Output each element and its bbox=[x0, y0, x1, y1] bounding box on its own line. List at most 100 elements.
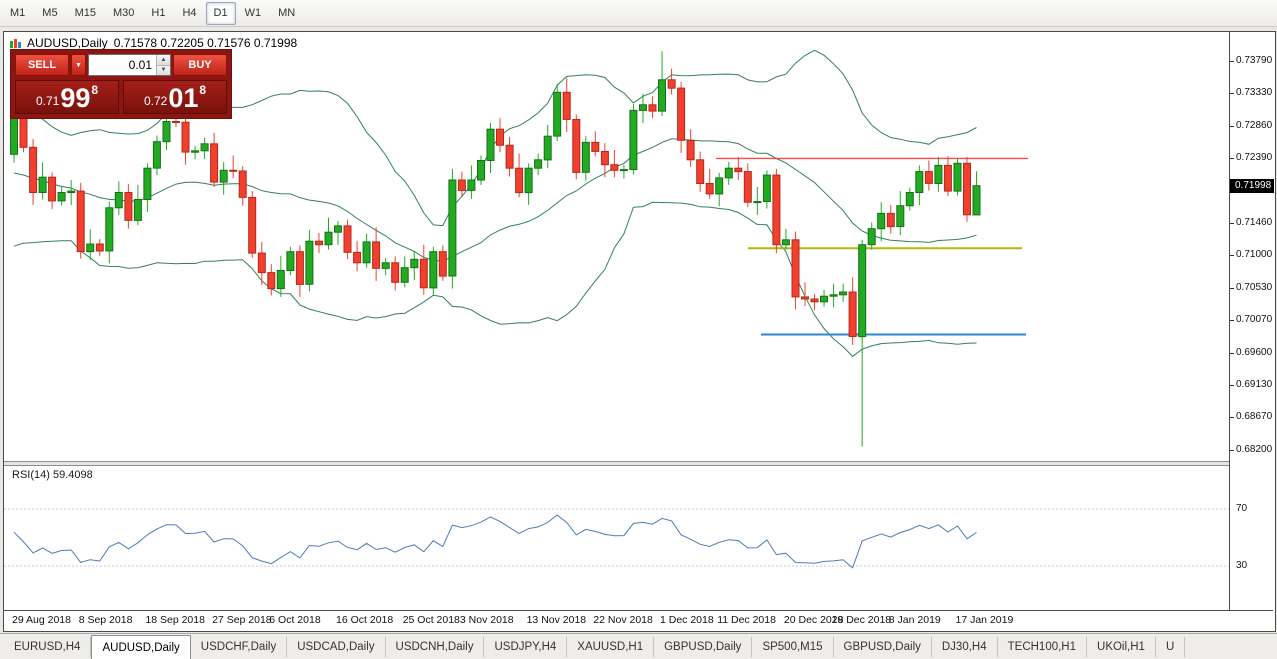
candle bbox=[772, 174, 781, 246]
candle bbox=[896, 205, 905, 228]
candle bbox=[781, 239, 790, 246]
timeframe-toolbar: M1 M5 M15 M30 H1 H4 D1 W1 MN bbox=[0, 0, 1277, 27]
volume-increase-button[interactable]: ▲ bbox=[157, 55, 170, 66]
chart-tab-usdcad-daily[interactable]: USDCAD,Daily bbox=[287, 637, 386, 657]
bollinger-middle-band bbox=[13, 138, 977, 262]
chart-tab-usdjpy-h4[interactable]: USDJPY,H4 bbox=[484, 637, 568, 657]
price-tick-label: 0.72860 bbox=[1236, 119, 1273, 131]
chart-tab-eurusd-h4[interactable]: EURUSD,H4 bbox=[4, 637, 92, 657]
candle bbox=[467, 179, 476, 191]
candle bbox=[353, 251, 362, 264]
timeframe-button-m1[interactable]: M1 bbox=[10, 7, 26, 19]
price-tick-mark bbox=[1230, 319, 1234, 321]
date-label: 25 Oct 2018 bbox=[402, 614, 460, 626]
chart-tab-dj30-h4[interactable]: DJ30,H4 bbox=[932, 637, 998, 657]
candle bbox=[67, 190, 76, 194]
sell-button[interactable]: SELL bbox=[15, 54, 69, 76]
candle bbox=[696, 159, 705, 185]
bid-price-pips: 99 bbox=[60, 83, 91, 113]
candle bbox=[734, 167, 743, 173]
ask-price-major: 0.72 bbox=[143, 94, 168, 108]
buy-button[interactable]: BUY bbox=[173, 54, 227, 76]
chart-tab-xauusd-h1[interactable]: XAUUSD,H1 bbox=[567, 637, 655, 657]
price-tick-mark bbox=[1230, 417, 1234, 419]
price-tick-label: 0.68200 bbox=[1236, 444, 1273, 455]
chart-tab-usdchf-daily[interactable]: USDCHF,Daily bbox=[191, 637, 288, 657]
timeframe-button-mn[interactable]: MN bbox=[278, 7, 296, 19]
candle bbox=[76, 190, 85, 253]
candle bbox=[658, 79, 666, 112]
candle bbox=[438, 251, 447, 277]
rsi-indicator-svg bbox=[4, 508, 1229, 569]
candle bbox=[801, 296, 809, 300]
timeframe-button-w1[interactable]: W1 bbox=[244, 7, 262, 19]
timeframe-button-m15[interactable]: M15 bbox=[74, 7, 96, 19]
sell-price-display[interactable]: 0.71 99 8 bbox=[15, 80, 119, 114]
candle bbox=[505, 144, 514, 169]
candle bbox=[324, 231, 333, 246]
chart-tab-usdcnh-daily[interactable]: USDCNH,Daily bbox=[386, 637, 485, 657]
candle bbox=[591, 141, 600, 152]
candle bbox=[86, 243, 95, 253]
candle bbox=[48, 176, 57, 202]
candle bbox=[953, 162, 962, 192]
candle bbox=[114, 192, 123, 209]
chart-tab-sp500-m15[interactable]: SP500,M15 bbox=[752, 637, 834, 657]
price-tick-mark bbox=[1230, 352, 1234, 354]
price-tick-mark bbox=[1230, 61, 1234, 62]
candle bbox=[562, 91, 571, 120]
volume-decrease-button[interactable]: ▼ bbox=[157, 65, 170, 75]
candle bbox=[486, 128, 495, 161]
chart-tab-gbpusd-daily[interactable]: GBPUSD,Daily bbox=[654, 637, 753, 657]
buy-price-display[interactable]: 0.72 01 8 bbox=[123, 80, 227, 114]
candle bbox=[276, 270, 285, 290]
timeframe-button-h4[interactable]: H4 bbox=[182, 7, 197, 19]
candle bbox=[715, 177, 724, 195]
candle bbox=[229, 169, 238, 172]
candle bbox=[829, 294, 838, 297]
rsi-level-label: 70 bbox=[1236, 502, 1248, 514]
timeframe-button-h1[interactable]: H1 bbox=[151, 7, 166, 19]
price-tick-mark bbox=[1230, 158, 1234, 160]
timeframe-button-m30[interactable]: M30 bbox=[112, 7, 135, 19]
candle bbox=[543, 135, 552, 161]
candle bbox=[848, 291, 857, 337]
volume-dropdown-button[interactable]: ▼ bbox=[71, 54, 86, 76]
candle bbox=[315, 240, 323, 246]
price-tick-label: 0.70070 bbox=[1236, 313, 1273, 325]
chart-tab-ukoil-h1[interactable]: UKOil,H1 bbox=[1087, 637, 1156, 657]
candle bbox=[372, 241, 381, 269]
candle bbox=[10, 115, 18, 155]
date-label: 29 Aug 2018 bbox=[12, 614, 71, 626]
chart-tab-gbpusd-daily[interactable]: GBPUSD,Daily bbox=[834, 637, 932, 657]
volume-value[interactable]: 0.01 bbox=[128, 58, 152, 72]
chart-tab-audusd-daily[interactable]: AUDUSD,Daily bbox=[91, 635, 191, 659]
pane-splitter[interactable] bbox=[4, 461, 1273, 466]
chart-tab-u[interactable]: U bbox=[1156, 637, 1186, 657]
current-price-tag: 0.71998 bbox=[1230, 178, 1274, 193]
date-label: 29 Dec 2018 bbox=[831, 614, 892, 626]
candle bbox=[210, 143, 219, 183]
chart-tab-tech100-h1[interactable]: TECH100,H1 bbox=[998, 637, 1088, 657]
rsi-line bbox=[13, 514, 977, 569]
price-tick-label: 0.72390 bbox=[1236, 152, 1273, 164]
candle bbox=[686, 139, 695, 161]
candle bbox=[600, 151, 609, 166]
timeframe-button-d1[interactable]: D1 bbox=[205, 1, 236, 25]
candle bbox=[457, 179, 466, 191]
volume-field[interactable]: 0.01 ▲ ▼ bbox=[88, 54, 171, 76]
timeframe-button-m5[interactable]: M5 bbox=[42, 7, 58, 19]
candle bbox=[629, 109, 638, 171]
candle bbox=[553, 91, 562, 137]
date-label: 8 Sep 2018 bbox=[78, 614, 133, 626]
candle bbox=[334, 225, 342, 233]
candle bbox=[820, 295, 828, 303]
candle bbox=[124, 192, 133, 221]
price-tick-mark bbox=[1230, 450, 1234, 451]
price-tick-mark bbox=[1230, 287, 1234, 289]
chart-tab-bar: EURUSD,H4 AUDUSD,Daily USDCHF,Daily USDCAD,… bbox=[0, 633, 1277, 659]
candle bbox=[524, 167, 533, 194]
chevron-up-icon: ▲ bbox=[160, 56, 167, 63]
candle bbox=[915, 171, 924, 194]
candle bbox=[286, 251, 295, 271]
